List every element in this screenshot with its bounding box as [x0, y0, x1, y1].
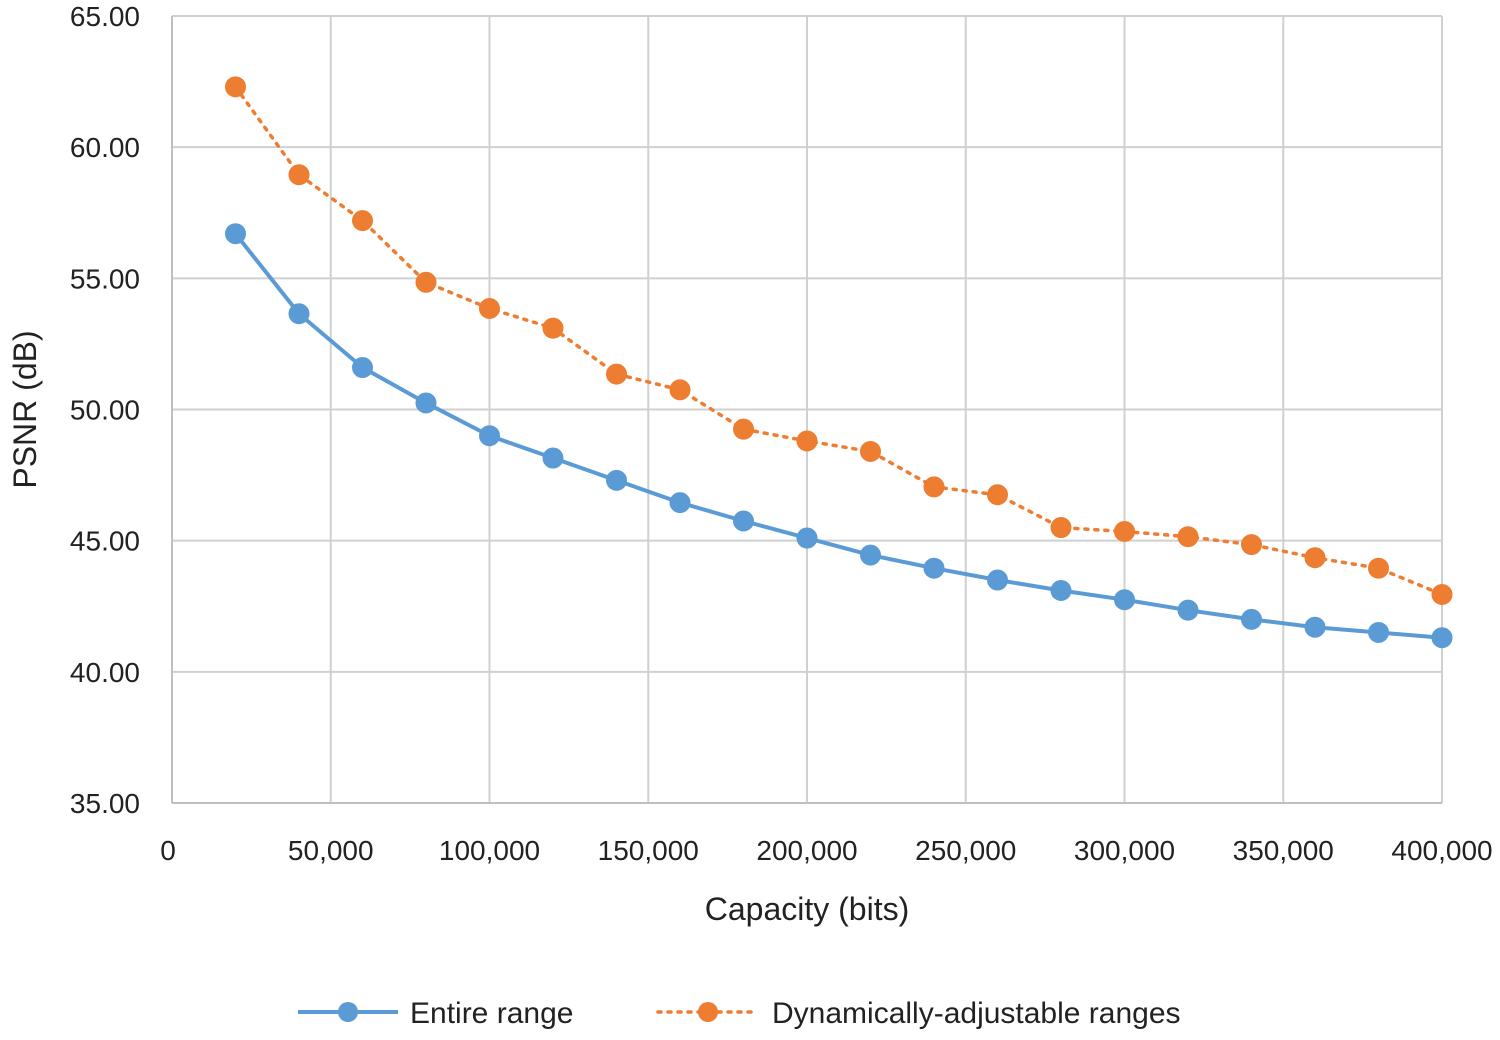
legend-item-dynamically-adjustable-ranges: Dynamically-adjustable ranges	[656, 997, 1181, 1030]
data-point-entire-range	[288, 303, 310, 325]
grid	[172, 15, 1443, 803]
axes	[171, 16, 1442, 804]
data-point-dynamically-adjustable-ranges	[1114, 520, 1135, 542]
x-tick-label: 50,000	[288, 835, 374, 866]
data-point-entire-range	[923, 557, 945, 579]
tick-labels: 35.00 40.00 45.00 50.00 55.00 60.00 65.00 0 50,0…	[70, 1, 1493, 866]
data-point-entire-range	[796, 527, 818, 549]
data-point-entire-range	[1368, 621, 1389, 643]
data-point-dynamically-adjustable-ranges	[1241, 534, 1262, 556]
x-axis-title: Capacity (bits)	[705, 891, 910, 927]
data-point-entire-range	[606, 469, 627, 491]
legend-label-dynamically-adjustable-ranges: Dynamically-adjustable ranges	[772, 997, 1181, 1030]
x-tick-label: 300,000	[1074, 835, 1175, 866]
data-point-entire-range	[1050, 580, 1072, 602]
y-tick-label: 55.00	[70, 263, 140, 294]
x-tick-label: 100,000	[439, 835, 540, 866]
y-axis-title: PSNR (dB)	[7, 330, 43, 488]
legend-label-entire-range: Entire range	[410, 997, 573, 1030]
data-point-entire-range	[225, 223, 246, 245]
x-tick-label: 350,000	[1233, 835, 1334, 866]
data-point-dynamically-adjustable-ranges	[1431, 583, 1453, 605]
data-point-entire-range	[1431, 627, 1453, 649]
data-point-entire-range	[415, 392, 437, 414]
data-point-dynamically-adjustable-ranges	[923, 476, 945, 498]
y-tick-label: 60.00	[70, 132, 140, 163]
data-point-entire-range	[669, 492, 691, 514]
data-point-dynamically-adjustable-ranges	[860, 440, 881, 462]
y-tick-label: 45.00	[70, 526, 140, 557]
data-point-entire-range	[479, 425, 500, 447]
data-point-entire-range	[1177, 599, 1199, 621]
data-point-entire-range	[1304, 616, 1326, 638]
series-dynamically-adjustable-ranges	[225, 76, 1453, 605]
data-point-dynamically-adjustable-ranges	[987, 484, 1008, 506]
y-tick-label: 65.00	[70, 1, 140, 32]
x-tick-label: 200,000	[756, 835, 857, 866]
x-tick-label: 400,000	[1391, 835, 1492, 866]
data-point-entire-range	[352, 357, 373, 379]
y-tick-label: 35.00	[70, 788, 140, 819]
x-tick-label: 0	[160, 835, 176, 866]
data-point-entire-range	[733, 510, 754, 532]
data-point-dynamically-adjustable-ranges	[1368, 557, 1389, 579]
data-point-dynamically-adjustable-ranges	[733, 418, 754, 440]
data-point-entire-range	[1241, 608, 1262, 630]
legend-item-entire-range: Entire range	[298, 997, 573, 1030]
data-point-entire-range	[987, 569, 1008, 591]
y-tick-label: 50.00	[70, 395, 140, 426]
data-point-dynamically-adjustable-ranges	[288, 164, 310, 186]
data-point-dynamically-adjustable-ranges	[542, 317, 564, 339]
data-point-entire-range	[860, 544, 881, 566]
series-line-dynamically-adjustable-ranges	[233, 85, 1444, 597]
data-point-entire-range	[542, 447, 564, 469]
series-line-entire-range	[233, 232, 1443, 640]
legend: Entire range Dynamically-adjustable rang…	[298, 997, 1181, 1030]
x-tick-label: 150,000	[598, 835, 699, 866]
legend-marker-entire-range	[338, 1002, 358, 1022]
data-point-dynamically-adjustable-ranges	[479, 298, 500, 320]
data-point-dynamically-adjustable-ranges	[669, 379, 691, 401]
series	[225, 76, 1453, 649]
series-entire-range	[225, 223, 1453, 649]
data-point-dynamically-adjustable-ranges	[796, 430, 818, 452]
x-tick-label: 250,000	[915, 835, 1016, 866]
legend-marker-dynamically-adjustable-ranges	[698, 1002, 718, 1022]
y-tick-label: 40.00	[70, 657, 140, 688]
data-point-dynamically-adjustable-ranges	[1304, 547, 1326, 569]
data-point-dynamically-adjustable-ranges	[1177, 526, 1199, 548]
data-point-entire-range	[1114, 589, 1135, 611]
data-point-dynamically-adjustable-ranges	[606, 363, 627, 385]
data-point-dynamically-adjustable-ranges	[415, 271, 437, 293]
data-point-dynamically-adjustable-ranges	[1050, 517, 1072, 539]
data-point-dynamically-adjustable-ranges	[225, 76, 246, 98]
data-point-dynamically-adjustable-ranges	[352, 210, 373, 232]
